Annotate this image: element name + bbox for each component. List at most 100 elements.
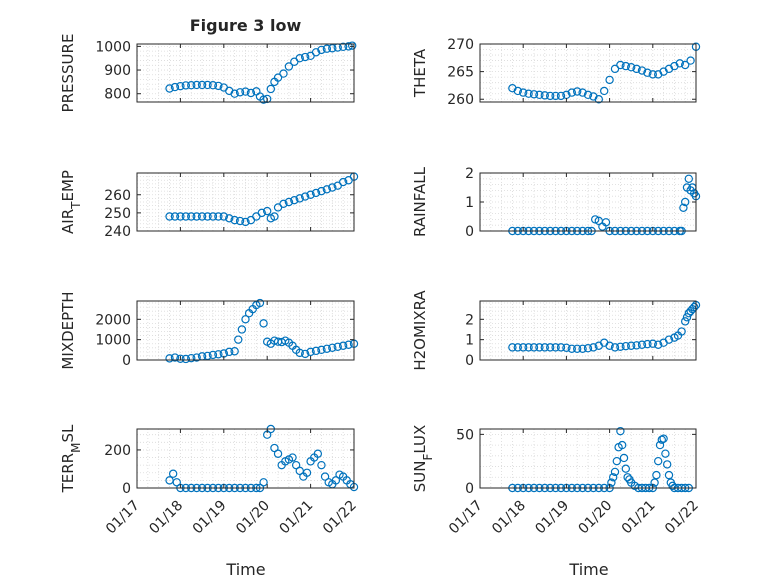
- data-point: [214, 350, 223, 359]
- data-point: [513, 343, 523, 352]
- data-point: [535, 90, 544, 100]
- data-point: [610, 467, 620, 477]
- data-point: [237, 325, 247, 334]
- y-tick-label: 1000: [95, 39, 131, 55]
- plot-area: [137, 44, 354, 102]
- data-point: [181, 354, 191, 364]
- data-point: [338, 341, 348, 350]
- data-point: [322, 344, 332, 354]
- data-point: [257, 208, 266, 218]
- data-point: [259, 319, 268, 328]
- y-tick-label: 1: [465, 195, 474, 211]
- data-point: [322, 44, 332, 53]
- series-markers: [508, 300, 701, 354]
- grid: [479, 43, 697, 102]
- data-point: [263, 206, 272, 216]
- y-tick-label: 250: [104, 206, 131, 222]
- data-point: [643, 68, 652, 77]
- data-point: [192, 212, 201, 221]
- y-tick-label: 2: [465, 312, 474, 328]
- data-point: [328, 183, 337, 192]
- data-point: [619, 453, 629, 463]
- subplot-2: 260 265 270 THETA: [411, 37, 701, 108]
- data-point: [643, 339, 652, 349]
- data-point: [181, 81, 191, 90]
- data-point: [181, 212, 191, 221]
- data-point: [540, 91, 550, 100]
- data-point: [612, 456, 622, 466]
- data-point: [290, 195, 299, 205]
- data-point: [618, 440, 627, 450]
- data-point: [556, 343, 566, 352]
- data-point: [668, 481, 677, 491]
- data-point: [681, 317, 690, 326]
- data-point: [317, 460, 326, 470]
- data-point: [246, 88, 256, 98]
- data-point: [657, 435, 667, 444]
- data-point: [187, 212, 196, 221]
- axes-frame: [479, 300, 697, 361]
- data-point: [681, 60, 690, 70]
- data-point: [583, 90, 593, 100]
- data-point: [654, 456, 663, 466]
- data-point: [684, 174, 694, 183]
- y-tick-label: 1: [465, 333, 474, 349]
- data-point: [601, 218, 611, 227]
- x-axis-label-right: Time: [568, 560, 608, 579]
- data-point: [540, 343, 550, 352]
- data-point: [573, 87, 582, 96]
- data-point: [279, 69, 288, 78]
- data-point: [524, 89, 533, 98]
- subplot-5: 0 1000 2000 MIXDEPTH: [59, 291, 359, 370]
- data-point: [288, 453, 297, 462]
- data-point: [273, 73, 283, 82]
- data-point: [165, 84, 174, 93]
- data-point: [677, 327, 686, 336]
- y-tick-label: 2000: [95, 312, 131, 328]
- data-point: [311, 346, 321, 356]
- data-point: [621, 464, 631, 473]
- data-point: [567, 88, 577, 97]
- data-point: [284, 197, 294, 207]
- data-point: [235, 88, 245, 97]
- data-point: [241, 87, 250, 96]
- data-point: [235, 216, 245, 226]
- data-point: [551, 343, 560, 352]
- data-point: [594, 95, 604, 104]
- data-point: [306, 190, 315, 199]
- y-tick-label: 50: [456, 427, 474, 443]
- data-point: [255, 298, 265, 308]
- data-point: [529, 90, 539, 99]
- data-point: [170, 353, 180, 362]
- data-point: [675, 59, 685, 68]
- data-point: [573, 344, 582, 354]
- data-point: [170, 82, 180, 92]
- y-axis-label: THETA: [411, 48, 429, 98]
- data-point: [176, 81, 185, 91]
- data-point: [607, 478, 616, 487]
- data-point: [578, 344, 587, 354]
- subplot-3: 240 250 260 AIRTEMP: [59, 170, 359, 240]
- series-markers: [508, 42, 701, 104]
- data-point: [610, 64, 620, 74]
- axes-frame: [136, 43, 355, 103]
- data-point: [295, 348, 304, 358]
- data-point: [328, 44, 337, 53]
- data-point: [600, 86, 609, 96]
- series-markers: [165, 298, 359, 364]
- data-point: [650, 478, 659, 487]
- data-point: [259, 478, 268, 487]
- data-point: [241, 217, 250, 227]
- data-point: [663, 460, 672, 469]
- grid: [136, 44, 355, 102]
- data-point: [632, 341, 641, 350]
- data-point: [165, 212, 174, 221]
- data-point: [270, 212, 279, 221]
- data-point: [214, 81, 223, 91]
- data-point: [322, 185, 332, 194]
- y-tick-label: 0: [122, 353, 131, 369]
- data-point: [679, 203, 688, 212]
- data-point: [230, 215, 239, 225]
